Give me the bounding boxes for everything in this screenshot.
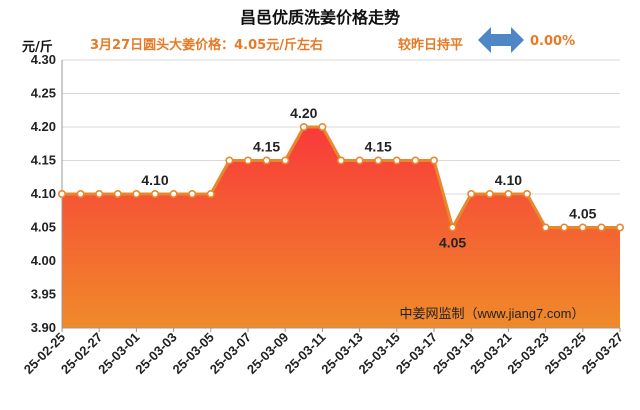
data-point	[281, 156, 290, 165]
data-point	[597, 223, 606, 232]
data-point	[578, 223, 587, 232]
data-label: 4.15	[365, 139, 392, 155]
data-point	[188, 190, 197, 199]
data-point	[560, 223, 569, 232]
data-point	[132, 190, 141, 199]
data-label: 4.10	[495, 172, 522, 188]
data-point	[467, 190, 476, 199]
data-label: 4.10	[141, 172, 168, 188]
compare-label: 较昨日持平	[398, 38, 464, 53]
y-tick-label: 3.90	[31, 320, 56, 335]
data-point	[355, 156, 364, 165]
data-point	[374, 156, 383, 165]
double-arrow-icon	[478, 27, 524, 53]
data-point	[57, 190, 66, 199]
y-tick-label: 4.05	[31, 220, 56, 235]
data-label: 4.05	[569, 206, 596, 222]
y-axis-unit: 元/斤	[22, 40, 53, 55]
change-percent: 0.00%	[530, 34, 576, 49]
data-point	[615, 223, 624, 232]
data-label: 4.20	[290, 105, 317, 121]
data-point	[151, 190, 160, 199]
data-point	[318, 123, 327, 132]
y-tick-label: 4.10	[31, 186, 56, 201]
data-point	[76, 190, 85, 199]
data-point	[206, 190, 215, 199]
x-tick-label: 25-03-09	[244, 330, 291, 377]
chart-title: 昌邑优质洗姜价格走势	[239, 8, 400, 27]
data-point	[262, 156, 271, 165]
y-tick-label: 4.30	[31, 52, 56, 67]
y-tick-label: 4.25	[31, 86, 56, 101]
data-point	[429, 156, 438, 165]
point-layer	[57, 123, 624, 232]
y-tick-label: 4.20	[31, 119, 56, 134]
data-point	[411, 156, 420, 165]
y-tick-label: 3.95	[31, 287, 56, 302]
data-label: 4.15	[253, 139, 280, 155]
data-point	[336, 156, 345, 165]
data-point	[225, 156, 234, 165]
data-point	[244, 156, 253, 165]
data-point	[299, 123, 308, 132]
y-tick-label: 4.15	[31, 153, 56, 168]
data-point	[541, 223, 550, 232]
data-point	[448, 223, 457, 232]
data-point	[95, 190, 104, 199]
label-layer: 4.10 4.15 4.20 4.15 4.05 4.10 4.05	[141, 105, 596, 251]
price-note: 3月27日圆头大姜价格：4.05元/斤左右	[90, 38, 323, 53]
price-area	[62, 127, 620, 328]
y-tick-label: 4.00	[31, 253, 56, 268]
watermark: 中姜网监制（www.jiang7.com）	[400, 306, 585, 321]
x-tick-label: 25-03-27	[579, 330, 626, 377]
data-point	[504, 190, 513, 199]
data-point	[485, 190, 494, 199]
data-point	[169, 190, 178, 199]
data-point	[522, 190, 531, 199]
data-label: 4.05	[439, 235, 466, 251]
data-point	[392, 156, 401, 165]
data-point	[113, 190, 122, 199]
